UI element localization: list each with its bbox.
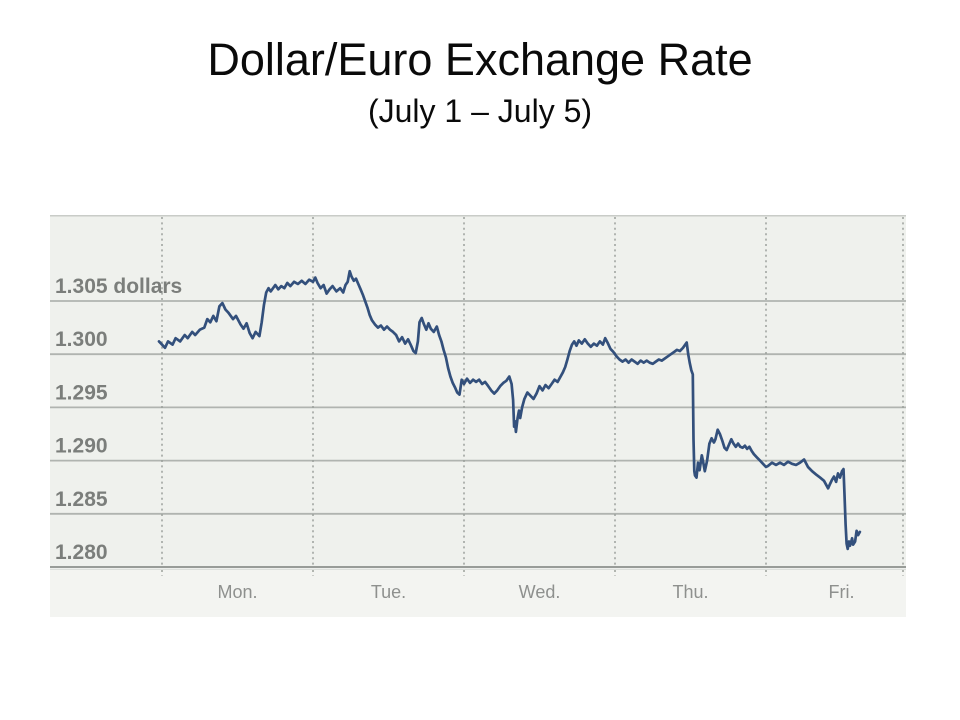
xtick-label: Thu.: [672, 582, 708, 602]
exchange-rate-chart: 1.305 dollars 1.300 1.295 1.290 1.285 1.280 Mo…: [50, 215, 906, 617]
ytick-label: 1.305 dollars: [55, 275, 182, 298]
exchange-chart-svg: 1.305 dollars 1.300 1.295 1.290 1.285 1.280 Mo…: [50, 215, 906, 617]
ytick-label: 1.280: [55, 541, 108, 564]
page-title: Dollar/Euro Exchange Rate: [207, 34, 753, 85]
xtick-label: Wed.: [519, 582, 561, 602]
ytick-label: 1.300: [55, 328, 108, 351]
ytick-label: 1.290: [55, 435, 108, 458]
ytick-label: 1.285: [55, 488, 108, 511]
xtick-label: Mon.: [217, 582, 257, 602]
ytick-label: 1.295: [55, 381, 108, 404]
price-line: [157, 269, 862, 551]
xtick-label: Fri.: [829, 582, 855, 602]
xtick-label: Tue.: [371, 582, 406, 602]
xaxis-label-strip: [50, 567, 906, 617]
plot-background: [50, 215, 906, 567]
page-subtitle: (July 1 – July 5): [367, 93, 593, 129]
